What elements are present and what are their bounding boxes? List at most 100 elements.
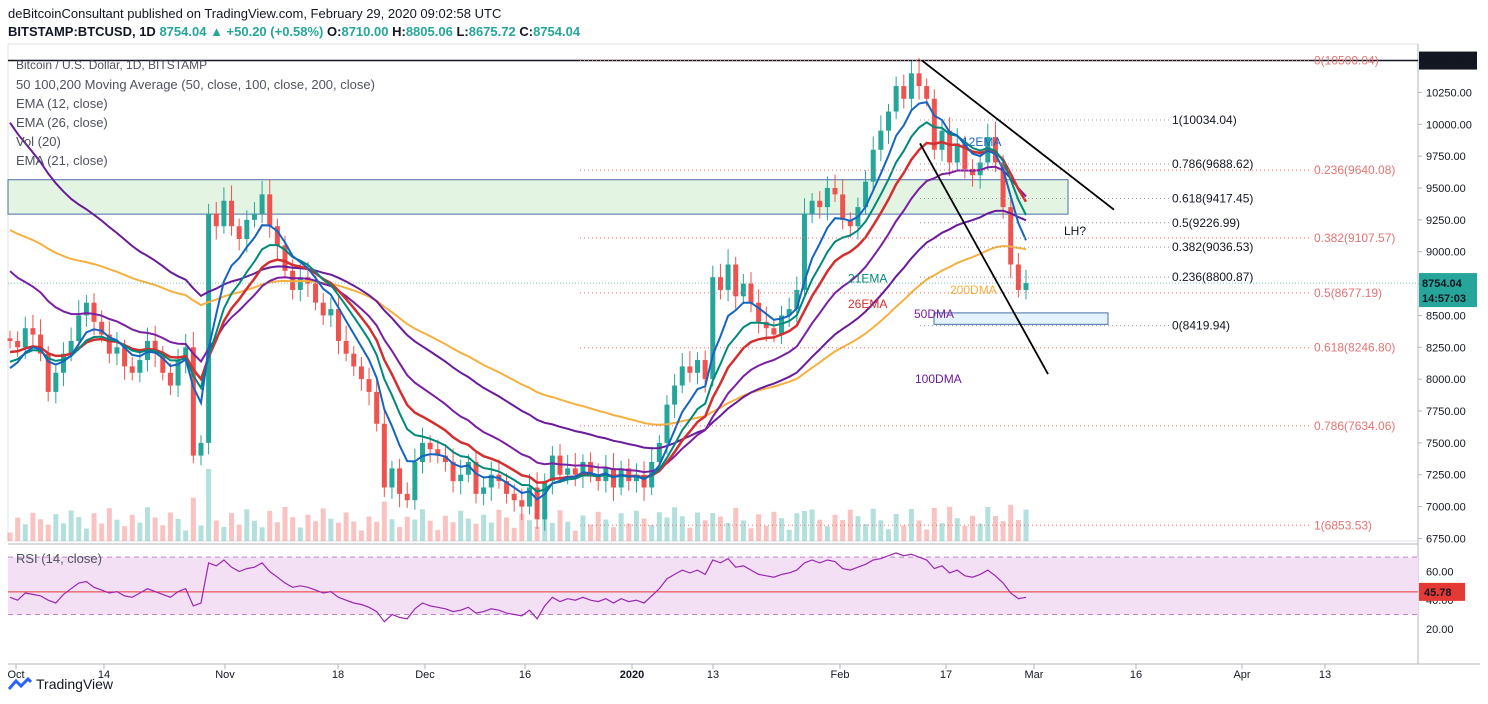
volume-bar xyxy=(603,519,609,541)
indicator-legend: Bitcoin / U.S. Dollar, 1D, BITSTAMP 50 1… xyxy=(16,56,375,170)
volume-bar xyxy=(771,511,777,541)
candle-body xyxy=(1000,162,1006,208)
ema12-line xyxy=(9,100,1027,501)
candle-body xyxy=(22,328,28,348)
volume-bar xyxy=(779,518,785,541)
volume-bar xyxy=(878,520,884,541)
volume-bar xyxy=(481,514,487,541)
candle-body xyxy=(282,245,288,271)
candle-body xyxy=(343,340,349,354)
volume-bar xyxy=(565,521,571,541)
volume-bar xyxy=(977,523,983,541)
close-value: 8754.04 xyxy=(533,24,581,39)
volume-bar xyxy=(282,507,288,541)
price-axis-tick: 9000.00 xyxy=(1426,247,1466,259)
candle-body xyxy=(76,315,82,341)
candle-body xyxy=(633,474,639,482)
volume-bar xyxy=(198,525,204,541)
time-axis-tick: Oct xyxy=(7,669,24,681)
volume-bar xyxy=(313,521,319,541)
fib-red-label: 0(10500.04) xyxy=(1314,54,1379,68)
volume-bar xyxy=(404,516,410,541)
candle-body xyxy=(412,461,418,501)
open-label: O: xyxy=(327,24,342,39)
candle-body xyxy=(122,347,128,367)
price-axis-tick: 7750.00 xyxy=(1426,406,1466,418)
volume-bar xyxy=(962,526,968,541)
volume-bar xyxy=(672,507,678,541)
volume-bar xyxy=(939,523,945,541)
candle-body xyxy=(924,86,930,99)
candle-body xyxy=(190,347,196,456)
volume-bar xyxy=(610,527,616,541)
candle-body xyxy=(824,188,830,208)
volume-bar xyxy=(206,469,212,541)
fib-black-label: 0.382(9036.53) xyxy=(1172,240,1253,254)
price-axis-tick: 7000.00 xyxy=(1426,502,1466,514)
volume-bar xyxy=(213,520,219,541)
volume-bar xyxy=(83,528,89,541)
countdown-label: 14:57:03 xyxy=(1422,293,1466,305)
candle-body xyxy=(931,98,937,150)
candle-body xyxy=(435,449,441,456)
lower-trendline[interactable] xyxy=(919,142,1049,375)
candle-body xyxy=(1023,283,1029,290)
upper-trendline[interactable] xyxy=(921,59,1115,211)
volume-bar xyxy=(137,522,143,541)
volume-bar xyxy=(76,517,82,541)
candle-body xyxy=(442,455,448,462)
fib-black-label: 0.618(9417.45) xyxy=(1172,192,1253,206)
candle-body xyxy=(656,442,662,462)
candle-body xyxy=(160,353,166,373)
candle-body xyxy=(717,277,723,290)
ma200-label: 200DMA xyxy=(950,283,997,297)
candle-body xyxy=(481,487,487,494)
legend-item-ema12[interactable]: EMA (12, close) xyxy=(16,96,108,111)
volume-bar xyxy=(335,522,341,541)
time-axis-tick: Dec xyxy=(415,669,435,681)
candle-body xyxy=(756,302,762,322)
candle-body xyxy=(878,130,884,150)
legend-item-vol[interactable]: Vol (20) xyxy=(16,134,61,149)
volume-bar xyxy=(374,521,380,541)
volume-bar xyxy=(450,522,456,541)
time-axis-tick: Feb xyxy=(831,669,850,681)
volume-bar xyxy=(297,527,303,541)
rsi-last-tag xyxy=(1419,582,1465,601)
close-label: C: xyxy=(519,24,534,39)
rsi-axis-tick: 60.00 xyxy=(1426,567,1454,579)
candle-body xyxy=(916,73,922,87)
volume-bar xyxy=(542,511,548,541)
legend-item-ma[interactable]: 50 100,200 Moving Average (50, close, 10… xyxy=(16,77,375,92)
high-price-tag xyxy=(1419,51,1477,70)
tradingview-brand[interactable]: TradingView xyxy=(8,676,113,692)
candle-body xyxy=(15,340,21,348)
volume-bar xyxy=(267,510,273,541)
candle-body xyxy=(114,347,120,354)
volume-bar xyxy=(45,524,51,541)
volume-bar xyxy=(786,529,792,541)
rsi-legend[interactable]: RSI (14, close) xyxy=(16,551,102,566)
volume-bar xyxy=(817,519,823,541)
price-axis-tick: 6750.00 xyxy=(1426,533,1466,545)
volume-bar xyxy=(99,523,105,541)
candle-body xyxy=(427,442,433,450)
volume-bar xyxy=(465,518,471,541)
high-value: 8805.06 xyxy=(405,24,453,39)
candle-body xyxy=(740,283,746,297)
candle-body xyxy=(297,277,303,290)
volume-bar xyxy=(557,510,563,541)
volume-bar xyxy=(274,522,280,541)
volume-bar xyxy=(863,524,869,541)
candle-body xyxy=(565,468,571,475)
volume-bar xyxy=(801,511,807,541)
legend-item-ema26[interactable]: EMA (26, close) xyxy=(16,115,108,130)
candle-body xyxy=(542,481,548,520)
candle-body xyxy=(970,168,976,176)
ma100-label: 100DMA xyxy=(915,372,962,386)
volume-bar xyxy=(366,516,372,541)
candle-body xyxy=(572,468,578,475)
candle-body xyxy=(847,219,853,227)
legend-item-ema21[interactable]: EMA (21, close) xyxy=(16,153,108,168)
